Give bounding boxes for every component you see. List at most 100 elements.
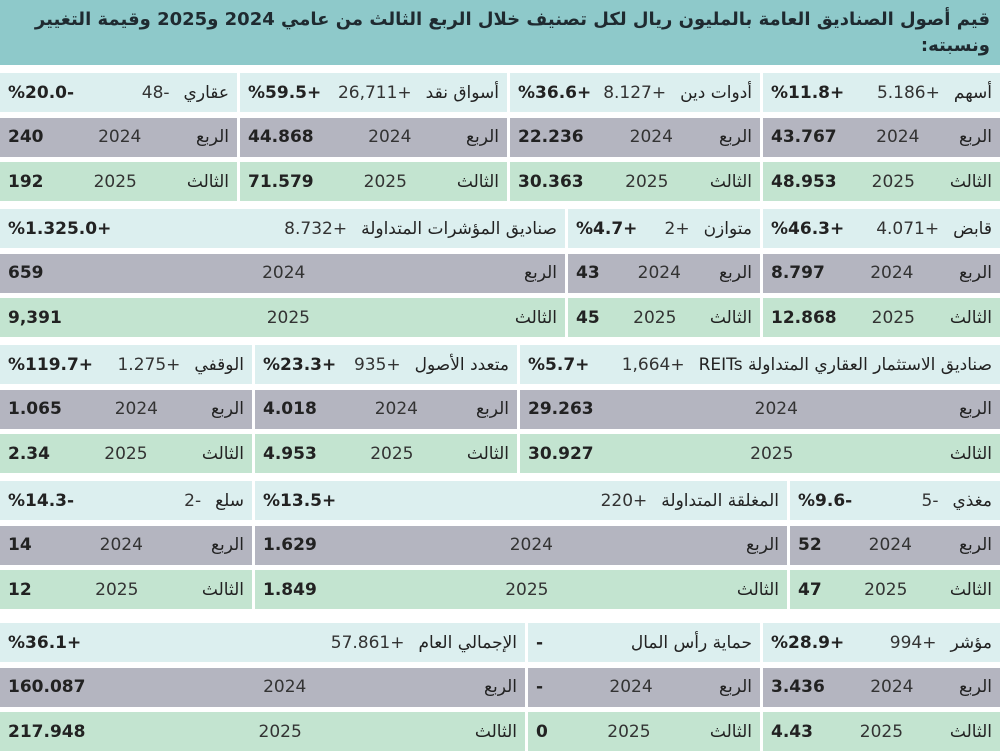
- year-label: 2025: [864, 579, 908, 600]
- category-header: حماية رأس المال -: [528, 623, 760, 662]
- category-name: متوازن: [703, 218, 752, 239]
- quarter-label: الربع: [958, 677, 992, 697]
- change-value: 8.732+: [284, 218, 348, 239]
- year-label: 2024: [374, 399, 418, 419]
- row-2025: الثالث 2025 47: [790, 570, 1000, 609]
- quarter-label: الثالث: [474, 721, 517, 742]
- asset-value: -: [536, 677, 544, 697]
- year-label: 2025: [871, 171, 915, 192]
- row-2025: الثالث 2025 12.868: [763, 298, 1000, 337]
- asset-value: 71.579: [248, 171, 314, 192]
- category-name: مغذي: [952, 490, 992, 511]
- table-section: قابض 4.071+ %46.3+ الربع 2024 8.797 الثالث 2025…: [0, 209, 1000, 337]
- row-2025: الثالث 2025 12: [0, 570, 252, 609]
- fund-category: صناديق المؤشرات المتداولة 8.732+ %1.325.0+…: [0, 209, 565, 337]
- year-label: 2024: [629, 127, 673, 147]
- year-label: 2025: [104, 443, 148, 464]
- asset-value: 30.363: [518, 171, 584, 192]
- row-2025: الثالث 2025 45: [568, 298, 760, 337]
- quarter-label: الربع: [465, 127, 499, 147]
- asset-value: 4.43: [771, 721, 813, 742]
- quarter-label: الربع: [958, 399, 992, 419]
- quarter-label: الثالث: [949, 171, 992, 192]
- fund-category: الوقفي 1.275+ %119.7+ الربع 2024 1.065 الثالث 2…: [0, 345, 252, 473]
- title-bar: قيم أصول الصناديق العامة بالمليون ريال ل…: [0, 0, 1000, 65]
- category-header: الإجمالي العام 57.861+ %36.1+: [0, 623, 525, 662]
- fund-category: عقاري 48- %20.0- الربع 2024 240 الثالث 2025 192: [0, 73, 237, 201]
- row-2024: الربع 2024 1.065: [0, 389, 252, 429]
- quarter-label: الربع: [718, 677, 752, 697]
- quarter-label: الثالث: [949, 721, 992, 742]
- change-percent: %36.6+: [518, 82, 592, 103]
- row-2024: الربع 2024 43.767: [763, 117, 1000, 157]
- asset-value: 43.767: [771, 127, 837, 147]
- change-percent: %5.7+: [528, 354, 590, 375]
- year-label: 2025: [266, 307, 310, 328]
- category-header: أدوات دين 8.127+ %36.6+: [510, 73, 760, 112]
- change-value: 5.186+: [876, 82, 940, 103]
- change-percent: %59.5+: [248, 82, 322, 103]
- year-label: 2025: [363, 171, 407, 192]
- quarter-label: الربع: [958, 263, 992, 283]
- fund-category: أسهم 5.186+ %11.8+ الربع 2024 43.767 الثالث 202…: [760, 73, 1000, 201]
- category-name: أسهم: [953, 82, 992, 103]
- table-section: أسهم 5.186+ %11.8+ الربع 2024 43.767 الثالث 202…: [0, 73, 1000, 201]
- asset-value: 45: [576, 307, 600, 328]
- year-label: 2024: [868, 535, 912, 555]
- quarter-label: الثالث: [456, 171, 499, 192]
- fund-category: قابض 4.071+ %46.3+ الربع 2024 8.797 الثالث 2025…: [760, 209, 1000, 337]
- category-header: متعدد الأصول 935+ %23.3+: [255, 345, 517, 384]
- change-value: 57.861+: [330, 632, 405, 653]
- quarter-label: الربع: [958, 127, 992, 147]
- category-name: عقاري: [183, 82, 229, 103]
- row-2024: الربع 2024 160.087: [0, 667, 525, 707]
- row-2025: الثالث 2025 4.43: [763, 712, 1000, 751]
- change-value: 4.071+: [876, 218, 940, 239]
- asset-value: 240: [8, 127, 44, 147]
- row-2024: الربع 2024 29.263: [520, 389, 1000, 429]
- fund-category: أسواق نقد 26,711+ %59.5+ الربع 2024 44.868 الث…: [237, 73, 507, 201]
- year-label: 2024: [368, 127, 412, 147]
- change-value: 994+: [889, 632, 937, 653]
- category-header: متوازن 2+ %4.7+: [568, 209, 760, 248]
- row-2024: الربع 2024 52: [790, 525, 1000, 565]
- change-value: 5-: [921, 490, 939, 511]
- category-header: أسواق نقد 26,711+ %59.5+: [240, 73, 507, 112]
- category-header: مغذي 5- %9.6-: [790, 481, 1000, 520]
- quarter-label: الثالث: [949, 443, 992, 464]
- change-percent: %36.1+: [8, 632, 82, 653]
- change-percent: -: [536, 632, 544, 653]
- quarter-label: الربع: [718, 127, 752, 147]
- asset-value: 52: [798, 535, 822, 555]
- change-percent: %119.7+: [8, 354, 94, 375]
- category-header: قابض 4.071+ %46.3+: [763, 209, 1000, 248]
- year-label: 2024: [99, 535, 143, 555]
- category-header: صناديق الاستثمار العقاري المتداولة REITs…: [520, 345, 1000, 384]
- year-label: 2024: [263, 677, 307, 697]
- quarter-label: الثالث: [709, 307, 752, 328]
- year-label: 2024: [637, 263, 681, 283]
- year-label: 2024: [609, 677, 653, 697]
- year-label: 2025: [93, 171, 137, 192]
- change-percent: %11.8+: [771, 82, 845, 103]
- fund-category: سلع 2- %14.3- الربع 2024 14 الثالث 2025 12: [0, 481, 252, 609]
- asset-value: 9,391: [8, 307, 62, 328]
- change-value: 1.275+: [117, 354, 181, 375]
- row-2025: الثالث 2025 30.927: [520, 434, 1000, 473]
- change-percent: %13.5+: [263, 490, 337, 511]
- row-2024: الربع 2024 240: [0, 117, 237, 157]
- quarter-label: الربع: [483, 677, 517, 697]
- row-2025: الثالث 2025 1.849: [255, 570, 787, 609]
- asset-value: 14: [8, 535, 32, 555]
- quarter-label: الثالث: [949, 307, 992, 328]
- category-header: الوقفي 1.275+ %119.7+: [0, 345, 252, 384]
- year-label: 2025: [370, 443, 414, 464]
- row-2024: الربع 2024 43: [568, 253, 760, 293]
- quarter-label: الربع: [958, 535, 992, 555]
- category-name: الإجمالي العام: [418, 632, 518, 653]
- row-2025: الثالث 2025 48.953: [763, 162, 1000, 201]
- asset-value: 8.797: [771, 263, 825, 283]
- quarter-label: الربع: [718, 263, 752, 283]
- category-name: الوقفي: [194, 354, 244, 375]
- change-value: 8.127+: [603, 82, 667, 103]
